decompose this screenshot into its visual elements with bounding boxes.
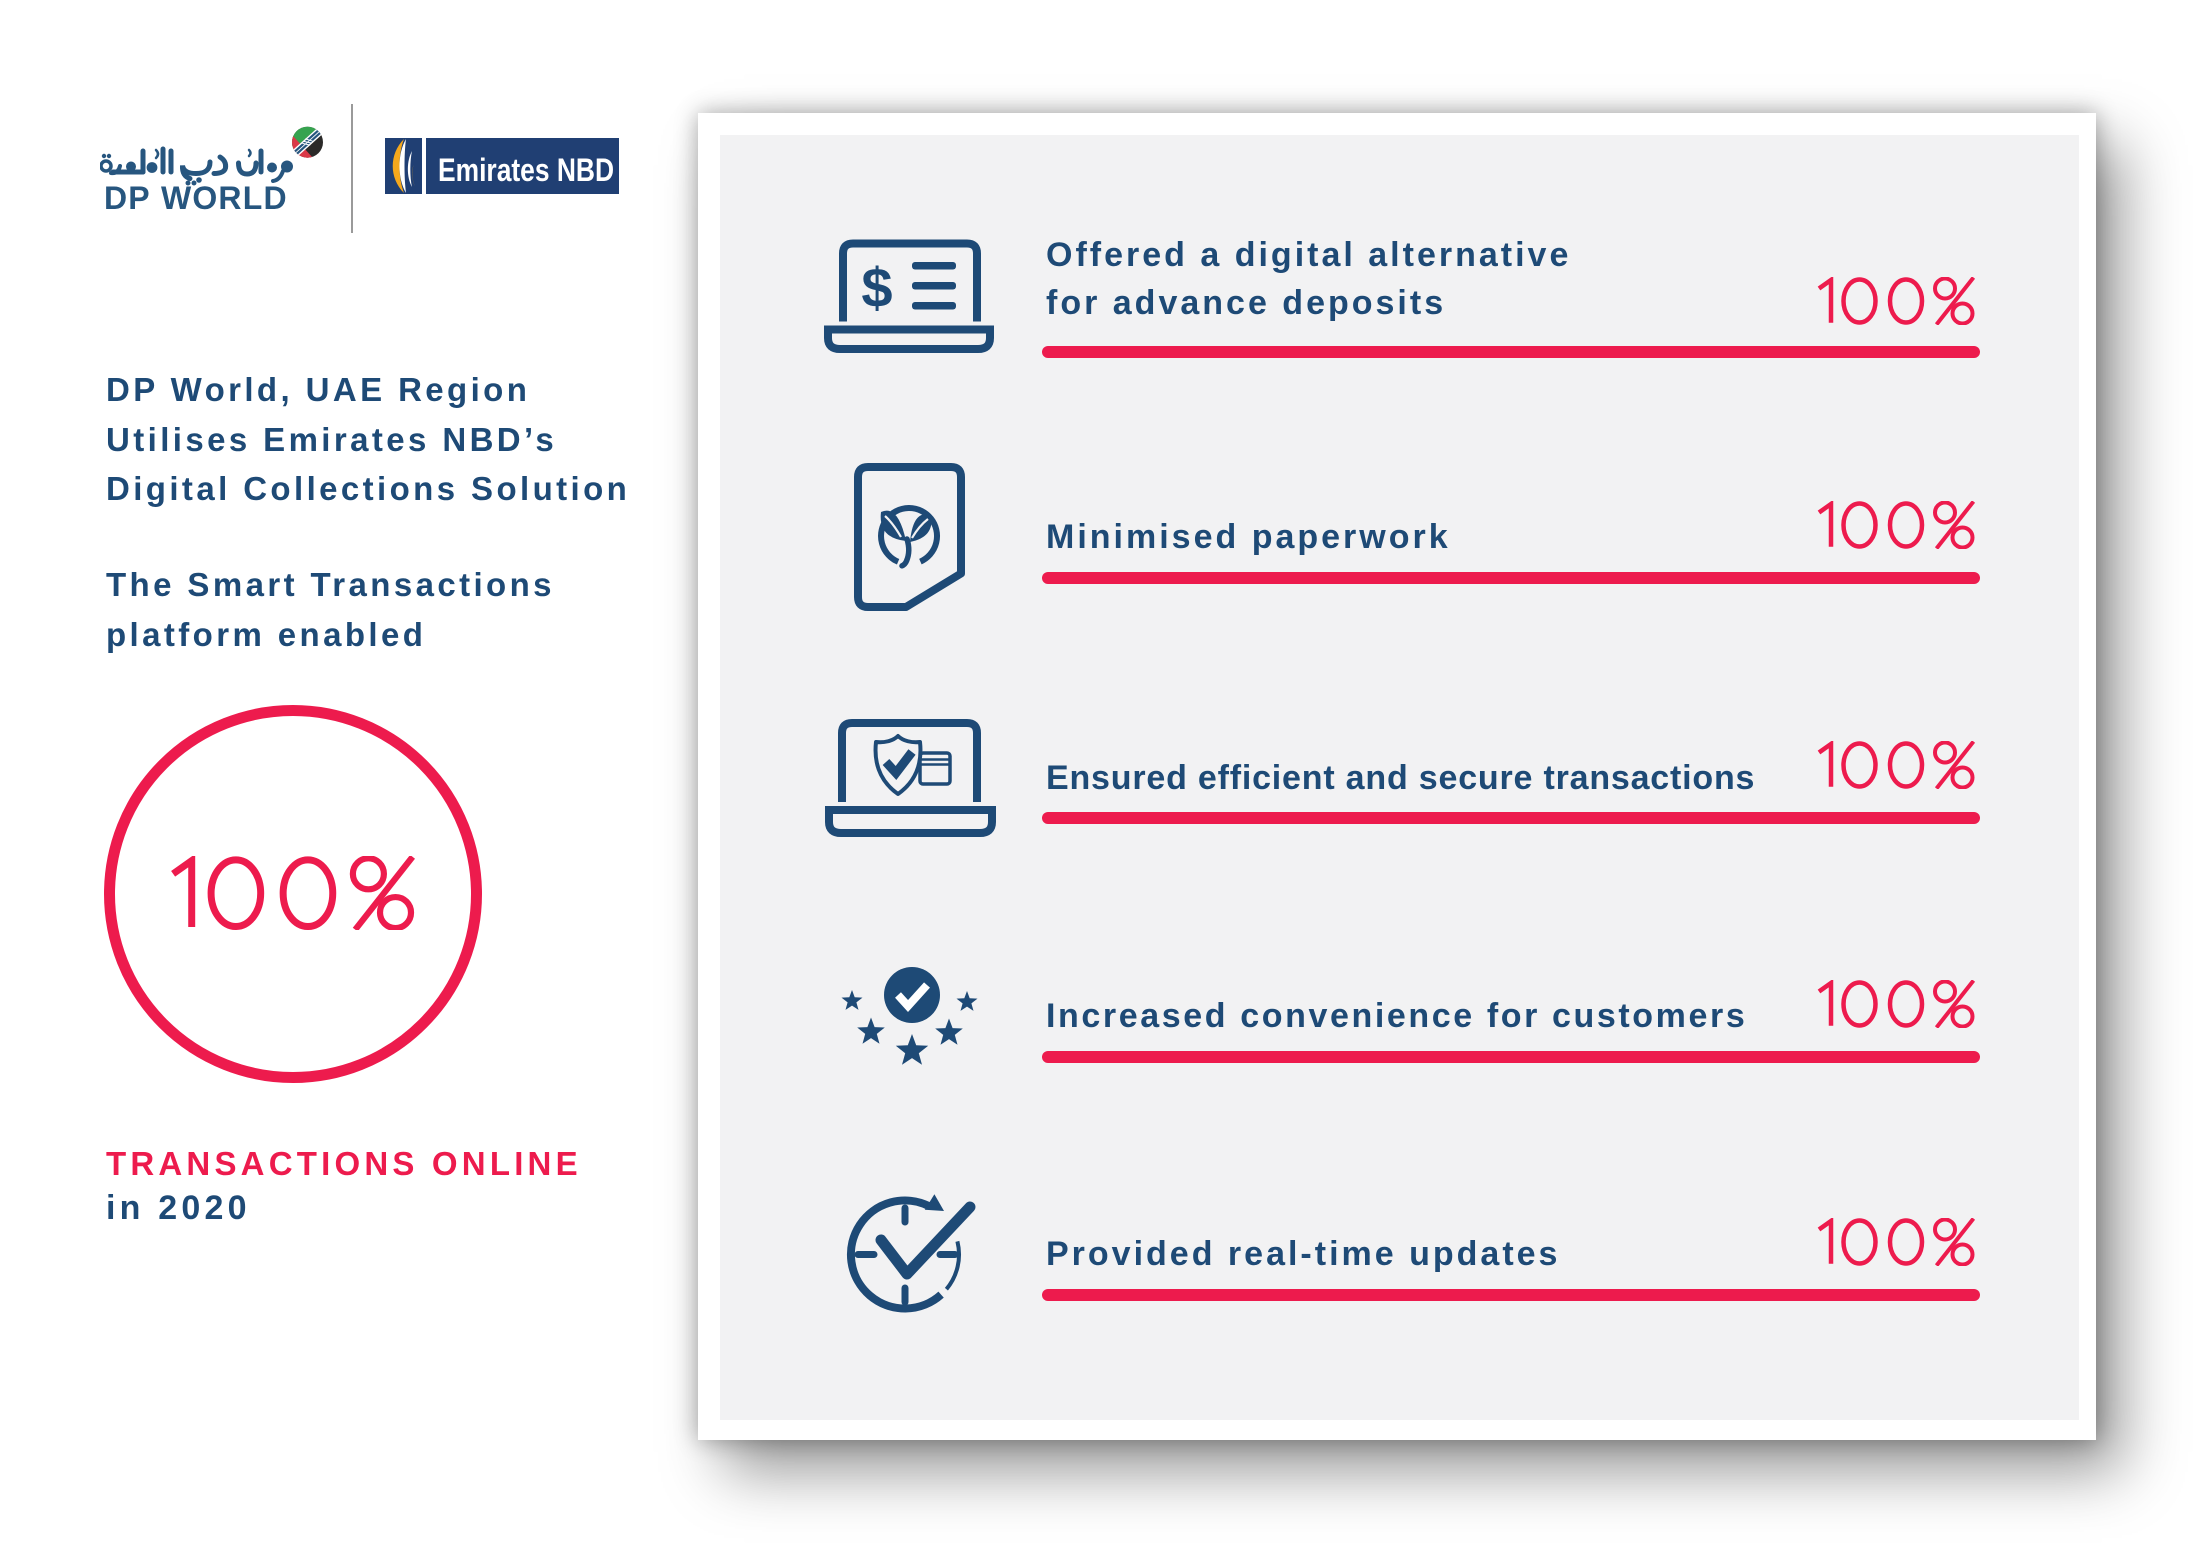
svg-text:$: $ [861, 256, 892, 319]
